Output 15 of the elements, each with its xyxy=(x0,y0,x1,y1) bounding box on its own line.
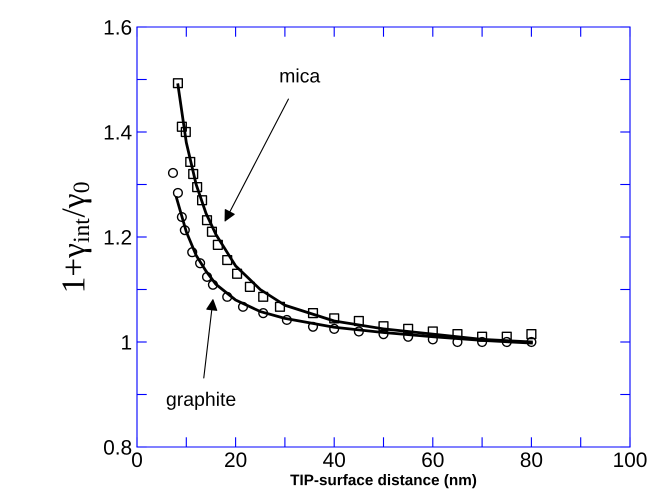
x-tick-label: 20 xyxy=(225,452,246,468)
y-tick-label: 0.8 xyxy=(104,440,132,455)
y-tick-label: 1.2 xyxy=(104,230,132,245)
x-tick-label: 100 xyxy=(614,452,647,468)
x-tick-label: 40 xyxy=(323,452,345,468)
x-tick-label: 60 xyxy=(422,452,444,468)
annotation: graphite xyxy=(166,392,236,410)
y-axis-title: 1+γ$_{int}$/γ$_{0}$ xyxy=(62,182,92,290)
x-axis-title: TIP-surface distance (nm) xyxy=(290,474,476,488)
annotation: mica xyxy=(280,68,320,83)
y-tick-label: 1.4 xyxy=(104,125,132,140)
y-tick-label: 1 xyxy=(122,335,132,350)
x-tick-label: 0 xyxy=(132,452,142,468)
x-tick-label: 80 xyxy=(520,452,542,468)
y-tick-label: 1.6 xyxy=(104,20,132,35)
